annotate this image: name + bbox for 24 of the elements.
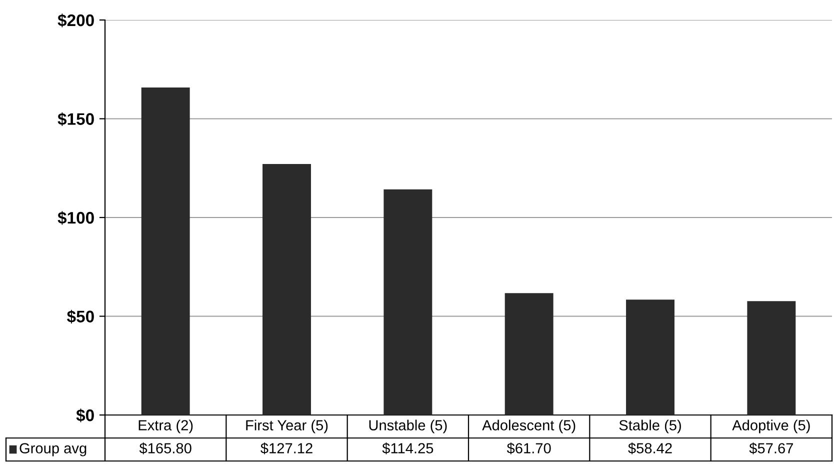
data-label: $61.70: [506, 442, 551, 454]
data-label: $58.42: [628, 442, 672, 454]
x-tick-label: First Year (5): [246, 420, 328, 434]
data-label: $57.67: [749, 442, 793, 454]
legend-label: Group avg: [20, 443, 86, 456]
x-tick-label: Extra (2): [138, 420, 193, 434]
y-tick-label: $50: [66, 310, 94, 324]
data-label: $165.80: [139, 442, 192, 454]
bar: [504, 293, 554, 415]
data-label: $114.25: [382, 442, 434, 454]
bar: [141, 88, 190, 415]
y-tick-label: $200: [58, 14, 94, 28]
y-tick-label: $150: [58, 112, 94, 126]
x-tick-label: Adolescent (5): [482, 420, 576, 434]
bar: [626, 300, 674, 415]
bar: [384, 189, 432, 415]
bar: [747, 301, 796, 415]
bar: [262, 164, 311, 415]
x-tick-label: Stable (5): [619, 420, 681, 434]
x-tick-label: Unstable (5): [369, 420, 447, 434]
y-tick-label: $100: [58, 211, 94, 225]
data-label: $127.12: [260, 442, 312, 454]
x-tick-label: Adoptive (5): [732, 420, 810, 434]
y-tick-label: $0: [76, 408, 94, 422]
